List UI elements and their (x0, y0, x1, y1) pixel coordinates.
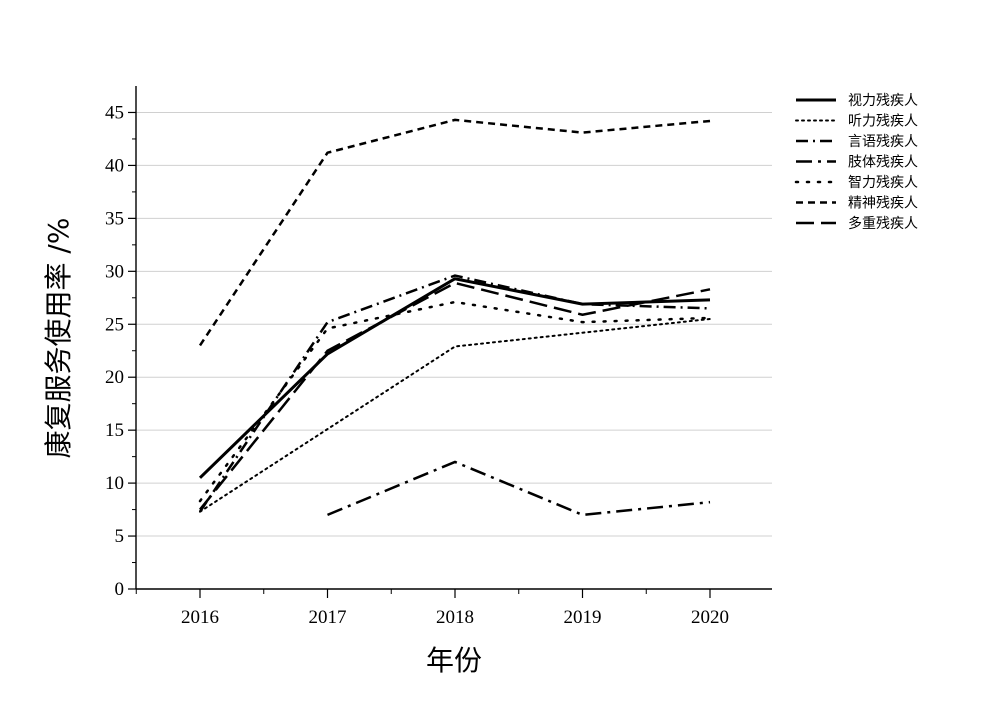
y-tick-label: 40 (105, 155, 124, 176)
legend-label: 多重残疾人 (848, 215, 918, 232)
legend-label: 言语残疾人 (848, 134, 918, 150)
y-tick-label: 10 (105, 473, 124, 494)
legend-label: 肢体残疾人 (848, 155, 918, 171)
y-tick-label: 15 (105, 420, 124, 441)
legend-label: 精神残疾人 (848, 196, 918, 212)
y-axis-title: 康复服务使用率 /% (42, 218, 75, 459)
series-lines (198, 118, 712, 517)
tick-labels: 0 5 10 15 20 25 30 35 40 45 2016 2017 2018 2019 2020 (105, 102, 729, 628)
x-axis-title: 年份 (426, 644, 482, 677)
x-tick-label: 2018 (436, 607, 474, 628)
series-line (198, 118, 711, 347)
y-tick-label: 45 (105, 102, 124, 123)
series-line (198, 274, 711, 513)
x-tick-label: 2020 (691, 607, 729, 628)
y-tick-label: 0 (115, 579, 125, 600)
legend-label: 听力残疾人 (848, 114, 918, 130)
series-line (199, 281, 711, 511)
y-tick-label: 5 (115, 526, 125, 547)
y-tick-label: 25 (105, 314, 124, 335)
legend-label: 智力残疾人 (848, 175, 918, 191)
y-tick-label: 20 (105, 367, 124, 388)
legend-label: 视力残疾人 (848, 93, 918, 109)
axes (128, 86, 772, 598)
x-tick-label: 2017 (309, 607, 347, 628)
series-line (198, 300, 712, 503)
y-tick-label: 30 (105, 261, 124, 282)
series-line (327, 460, 711, 517)
y-tick-label: 35 (105, 208, 124, 229)
series-line (198, 277, 711, 479)
x-tick-label: 2019 (564, 607, 602, 628)
x-tick-label: 2016 (181, 607, 219, 628)
grid-lines (136, 111, 772, 537)
series-line (199, 317, 711, 513)
